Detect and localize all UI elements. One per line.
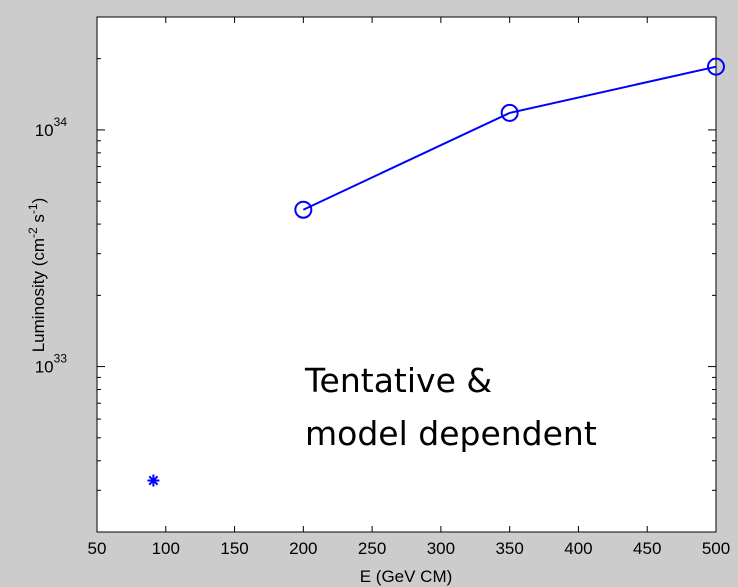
asterisk-marker <box>147 474 160 487</box>
x-tick-label: 450 <box>633 539 661 558</box>
plot-area <box>96 16 717 533</box>
x-tick-label: 300 <box>427 539 455 558</box>
y-label-mid: s <box>29 214 48 227</box>
x-tick-label: 200 <box>289 539 317 558</box>
series-line <box>302 65 717 211</box>
series-layer <box>147 57 725 487</box>
y-tick-label: 1034 <box>35 115 68 140</box>
x-axis-label: E (GeV CM) <box>360 567 453 586</box>
annotation-line-1: Tentative & <box>304 361 492 400</box>
x-axis-ticks: 50 100 150 200 250 300 350 400 450 500 <box>88 17 730 558</box>
y-label-exp2: -1 <box>26 203 40 214</box>
x-tick-label: 50 <box>88 539 107 558</box>
x-tick-label: 400 <box>564 539 592 558</box>
x-tick-label: 150 <box>220 539 248 558</box>
circle-marker <box>294 200 313 219</box>
x-tick-label: 500 <box>702 539 730 558</box>
y-label-exp1: -2 <box>26 227 40 238</box>
y-tick-exponent: 34 <box>54 115 68 129</box>
y-label-base: Luminosity (cm <box>29 238 48 352</box>
x-tick-label: 350 <box>495 539 523 558</box>
y-tick-label: 1033 <box>35 352 68 377</box>
x-tick-label: 100 <box>152 539 180 558</box>
y-tick-exponent: 33 <box>54 352 68 366</box>
y-axis-label: Luminosity (cm-2 s-1) <box>26 198 48 353</box>
circle-marker <box>500 103 519 122</box>
annotation-line-2: model dependent <box>305 414 597 453</box>
circle-marker <box>707 57 725 76</box>
x-tick-label: 250 <box>358 539 386 558</box>
y-label-end: ) <box>29 198 48 204</box>
